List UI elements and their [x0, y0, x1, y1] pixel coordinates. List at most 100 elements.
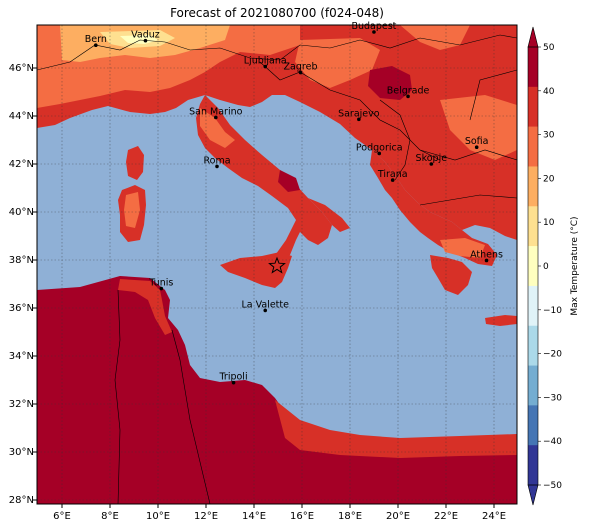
lat-tick-label: 40°N [9, 207, 34, 218]
lat-tick-label: 32°N [9, 399, 34, 410]
colorbar-tick-label: 10 [543, 218, 555, 228]
latitude-axis: 28°N 30°N 32°N 34°N 36°N 38°N 40°N 42°N … [9, 63, 34, 506]
city-dot [406, 94, 410, 99]
alps-snow-zone [120, 35, 158, 44]
city-dot [215, 164, 219, 169]
lat-tick-label: 38°N [9, 255, 34, 266]
city-dot [159, 286, 164, 291]
lat-tick-label: 46°N [9, 63, 34, 74]
city-dot [484, 258, 489, 263]
sicily [220, 252, 292, 288]
lon-tick-label: 6°E [53, 511, 71, 522]
colorbar-max-extension [527, 26, 539, 48]
colorbar-tick-label: 40 [543, 87, 555, 97]
colorbar-segment [528, 166, 538, 207]
lat-tick-label: 44°N [9, 111, 34, 122]
colorbar: −50 −40 −30 −20 −10 0 10 20 30 40 50 [527, 26, 562, 506]
city-dot [231, 380, 236, 385]
city-dot [263, 64, 268, 69]
city-label: San Marino [189, 106, 242, 117]
lon-tick-label: 18°E [338, 511, 362, 522]
country-borders [37, 34, 517, 504]
city-dot [429, 162, 434, 166]
lat-tick-label: 42°N [9, 159, 34, 170]
city-dot [143, 38, 148, 43]
colorbar-segment [528, 445, 538, 486]
colorbar-tick-label: 30 [543, 131, 555, 141]
lon-tick-label: 14°E [242, 511, 266, 522]
city-dot [298, 70, 303, 75]
lat-tick-label: 34°N [9, 351, 34, 362]
colorbar-segment [528, 285, 538, 327]
map-title: Forecast of 2021080700 (f024-048) [170, 6, 384, 20]
colorbar-tick-label: −30 [543, 393, 562, 403]
city-label: Belgrade [387, 85, 430, 96]
italy-south-hot [278, 170, 300, 192]
city-label: Podgorica [356, 142, 403, 153]
colorbar-tick-label: −10 [543, 306, 562, 316]
colorbar-segment [528, 405, 538, 446]
city-label: Budapest [351, 21, 396, 32]
city-dot [377, 151, 382, 156]
city-label: Roma [203, 155, 230, 166]
colorbar-segment [528, 126, 538, 167]
city-label: Skopje [416, 153, 448, 164]
gridlines [37, 25, 517, 504]
colorbar-tick-label: 50 [543, 43, 555, 53]
apennine-warm [200, 108, 235, 148]
balkan-warm [440, 95, 517, 160]
city-dot [357, 117, 361, 122]
colorbar-tick-label: −20 [543, 350, 562, 360]
colorbar-segment [528, 246, 538, 287]
longitude-axis: 6°E 8°E 10°E 12°E 14°E 16°E 18°E 20°E 22… [53, 511, 506, 522]
city-label: Sofia [465, 136, 489, 147]
balkans-greece [370, 150, 497, 266]
peloponnese [430, 255, 472, 295]
colorbar-tick-label: 0 [543, 262, 549, 272]
city-label: Ljubljana [244, 56, 287, 67]
lat-tick-label: 36°N [9, 303, 34, 314]
colorbar-segment [528, 206, 538, 247]
lon-tick-label: 24°E [482, 511, 506, 522]
city-label: La Valette [241, 299, 289, 310]
city-dot [94, 43, 98, 47]
city-dot [474, 145, 479, 149]
tick-marks [33, 67, 495, 508]
colorbar-tick-label: 20 [543, 174, 555, 184]
lon-tick-label: 12°E [194, 511, 218, 522]
city-dot [263, 308, 268, 313]
lat-tick-label: 28°N [9, 495, 34, 506]
city-label: Bern [85, 34, 107, 45]
sardinia-warm [124, 192, 140, 228]
lon-tick-label: 22°E [434, 511, 458, 522]
city-label: Tirana [377, 169, 408, 180]
star-icon [268, 256, 286, 274]
map-area [37, 25, 517, 504]
city-dot [214, 115, 218, 120]
colorbar-segment [528, 86, 538, 127]
crete [485, 315, 517, 326]
adriatic-coast-warm [295, 38, 380, 88]
city-label: Athens [470, 249, 503, 260]
italy-heel [308, 198, 350, 232]
city-label: Sarajevo [338, 108, 380, 119]
city-label: Zagreb [284, 62, 318, 73]
colorbar-tick-label: −50 [543, 481, 562, 491]
city-dot [372, 30, 376, 34]
colorbar-segment [528, 47, 538, 88]
lon-tick-label: 20°E [386, 511, 410, 522]
corsica [126, 146, 144, 180]
colorbar-segment [528, 365, 538, 406]
lon-tick-label: 16°E [290, 511, 314, 522]
tunisia-coast-band [118, 279, 172, 335]
lat-tick-label: 30°N [9, 447, 34, 458]
serbia-hot-core [368, 66, 412, 100]
greece-warm [440, 238, 485, 258]
libya-coastal-band [275, 400, 517, 458]
colorbar-min-extension [527, 484, 539, 506]
colorbar-tick-label: −40 [543, 437, 562, 447]
city-label: Tunis [148, 278, 173, 289]
city-dot [390, 178, 395, 182]
